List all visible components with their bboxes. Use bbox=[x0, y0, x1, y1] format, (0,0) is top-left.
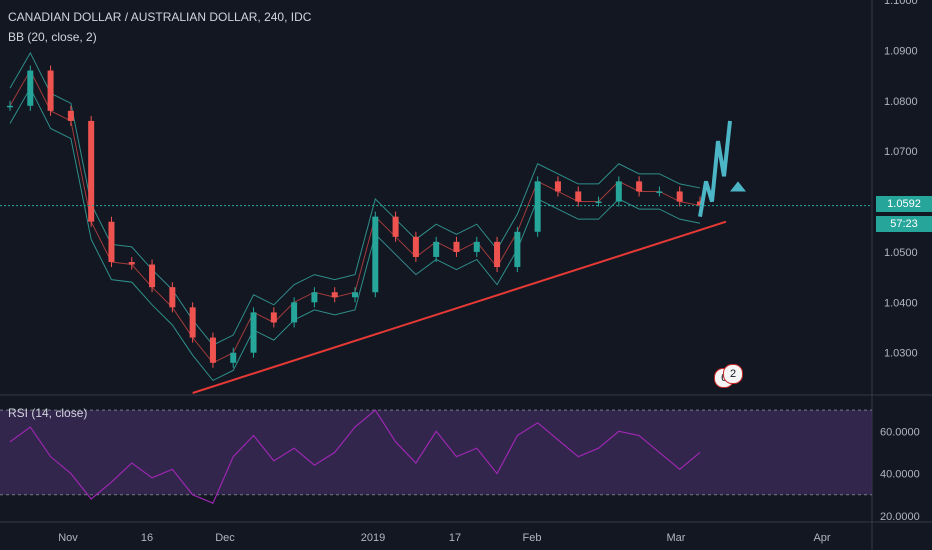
rsi-tick: 40.0000 bbox=[880, 469, 920, 481]
rsi-band-fill bbox=[0, 410, 872, 495]
candle-body bbox=[331, 292, 338, 298]
candle-body bbox=[27, 70, 34, 106]
candle-body bbox=[128, 262, 135, 265]
candle-body bbox=[169, 287, 176, 308]
candle-body bbox=[47, 70, 54, 111]
candle-body bbox=[291, 302, 298, 323]
candle-body bbox=[453, 241, 460, 252]
price-tick: 1.0500 bbox=[884, 247, 918, 259]
candle-body bbox=[392, 216, 399, 237]
up-arrow-icon bbox=[730, 181, 746, 192]
candle-body bbox=[209, 337, 216, 363]
candle-body bbox=[676, 191, 683, 202]
time-tick: 17 bbox=[449, 532, 461, 544]
upper-band bbox=[9, 51, 701, 346]
rsi-label: RSI (14, close) bbox=[8, 406, 88, 420]
event-marker[interactable]: 2 bbox=[723, 364, 743, 384]
price-tick: 1.1000 bbox=[884, 0, 918, 7]
projection-path bbox=[698, 120, 732, 217]
candle-body bbox=[656, 191, 663, 193]
candle-body bbox=[615, 181, 622, 202]
candle-body bbox=[149, 264, 156, 288]
time-tick: Apr bbox=[813, 532, 830, 544]
time-tick: Mar bbox=[667, 532, 686, 544]
candle-body bbox=[494, 241, 501, 268]
candle-body bbox=[636, 181, 643, 192]
price-tick: 1.0800 bbox=[884, 96, 918, 108]
candle-body bbox=[433, 241, 440, 257]
rsi-tick: 60.0000 bbox=[880, 426, 920, 438]
candle-body bbox=[473, 241, 480, 252]
candle-body bbox=[7, 105, 13, 108]
candle-body bbox=[189, 307, 196, 338]
candle-body bbox=[372, 216, 379, 293]
candle-body bbox=[514, 231, 521, 268]
axes: 1.10001.09001.08001.07001.06001.05001.04… bbox=[58, 0, 920, 544]
candle-body bbox=[230, 352, 237, 363]
indicator-label: BB (20, close, 2) bbox=[8, 30, 97, 44]
bollinger-bands bbox=[9, 51, 701, 382]
candle-body bbox=[270, 312, 277, 323]
candle-body bbox=[67, 110, 74, 121]
trend-line[interactable] bbox=[0, 205, 872, 394]
bar-countdown-badge: 57:23 bbox=[876, 216, 932, 232]
candle-body bbox=[554, 181, 561, 192]
candle-body bbox=[412, 236, 419, 257]
support-trendline bbox=[192, 220, 727, 394]
time-tick: Nov bbox=[58, 532, 78, 544]
time-tick: Feb bbox=[523, 532, 542, 544]
candle-body bbox=[352, 292, 358, 298]
price-tick: 1.0900 bbox=[884, 45, 918, 57]
candlestick-series bbox=[7, 65, 703, 368]
time-tick: 16 bbox=[141, 532, 153, 544]
rsi-panel bbox=[0, 409, 872, 504]
time-tick: 2019 bbox=[361, 532, 385, 544]
candle-body bbox=[595, 201, 602, 204]
candle-body bbox=[108, 221, 115, 262]
candle-body bbox=[575, 191, 582, 202]
candle-body bbox=[250, 312, 257, 353]
rsi-line bbox=[9, 409, 701, 504]
middle-band bbox=[9, 69, 701, 364]
chart-title: CANADIAN DOLLAR / AUSTRALIAN DOLLAR, 240… bbox=[8, 10, 312, 24]
candle-body bbox=[88, 120, 95, 222]
candle-body bbox=[311, 292, 318, 303]
price-tick: 1.0300 bbox=[884, 348, 918, 360]
last-price-badge: 1.0592 bbox=[876, 196, 932, 212]
price-tick: 1.0700 bbox=[884, 146, 918, 158]
projection-line bbox=[698, 120, 746, 217]
candle-body bbox=[534, 181, 541, 232]
rsi-tick: 20.0000 bbox=[880, 511, 920, 523]
lower-band bbox=[9, 87, 701, 382]
price-tick: 1.0400 bbox=[884, 297, 918, 309]
time-tick: Dec bbox=[215, 532, 235, 544]
candle-body bbox=[697, 201, 703, 206]
